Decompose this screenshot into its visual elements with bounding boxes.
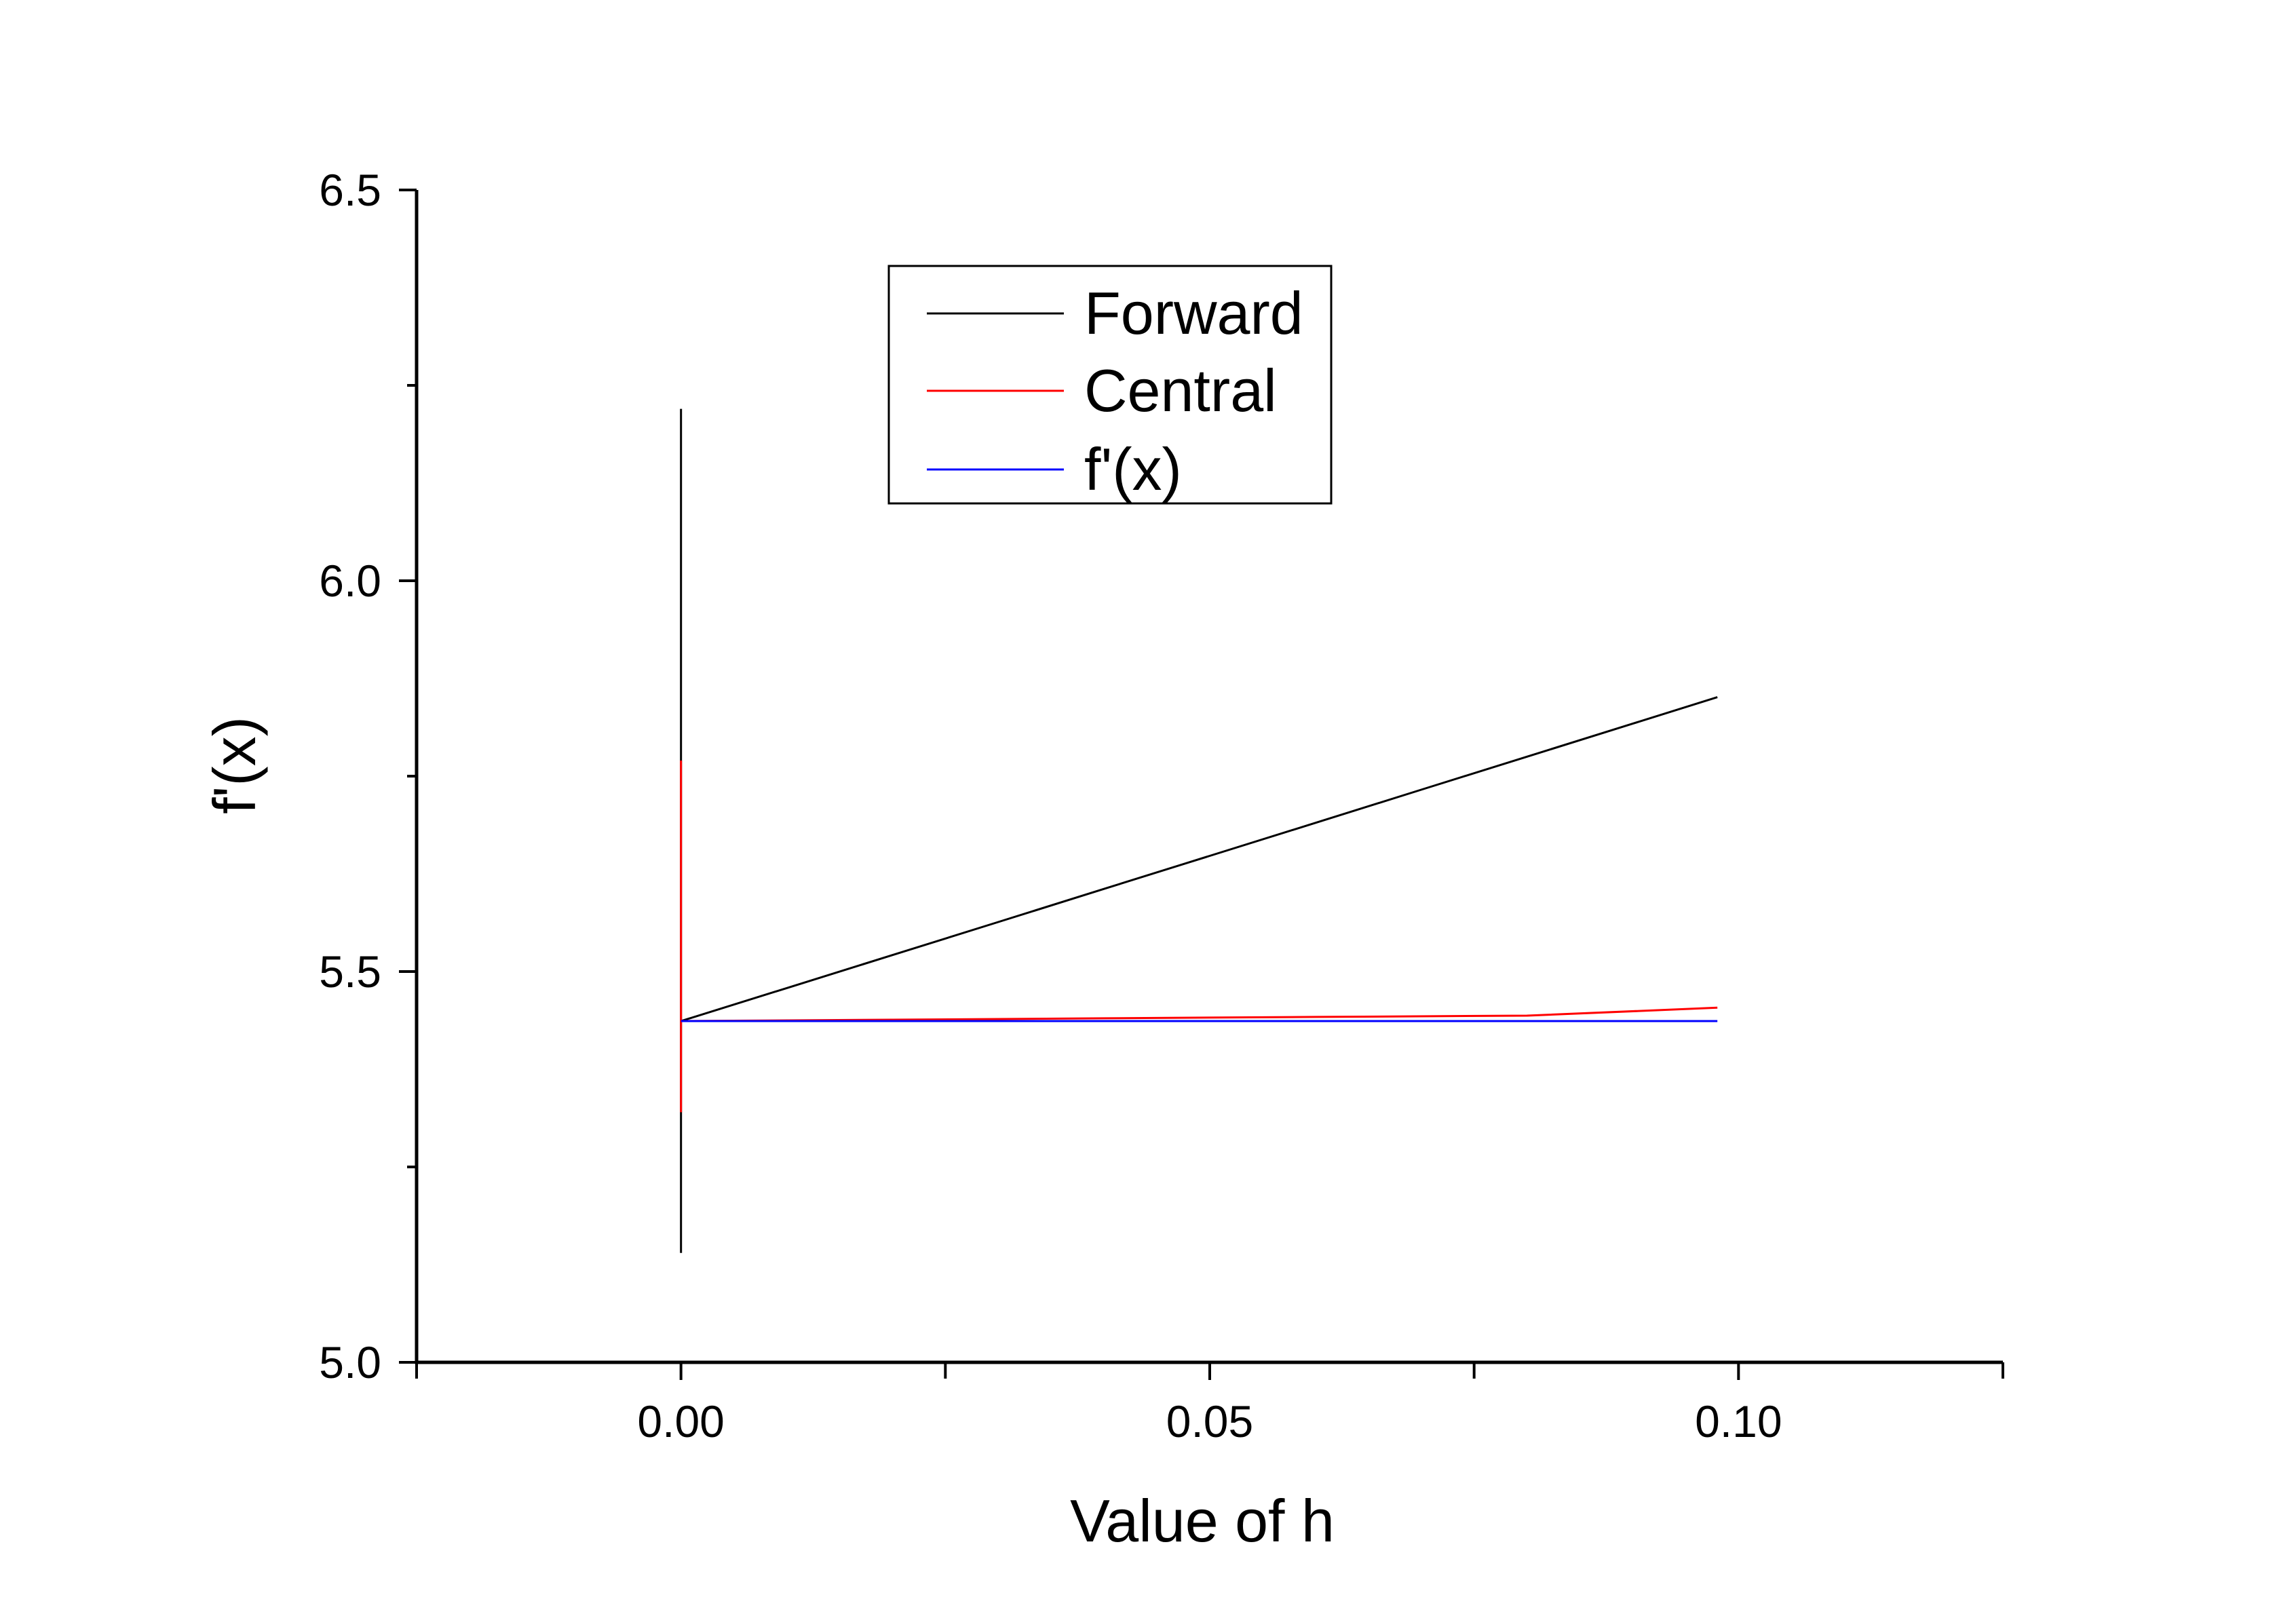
legend-box xyxy=(887,265,1333,505)
series-line-central xyxy=(680,761,1718,1113)
y-tick-label: 6.5 xyxy=(319,165,381,215)
series-lines xyxy=(680,408,1718,1253)
tick-labels: 0.00 0.05 0.10 5.0 5.5 6.0 6.5 xyxy=(319,165,1782,1446)
y-axis-title: f'(x) xyxy=(201,716,268,814)
x-tick-label: 0.05 xyxy=(1166,1396,1253,1446)
x-tick-label: 0.10 xyxy=(1695,1396,1782,1446)
y-tick-label: 5.5 xyxy=(319,946,381,997)
legend-label-central: Central xyxy=(1084,357,1277,424)
legend-label-fprime: f'(x) xyxy=(1084,436,1182,503)
legend: Forward Central f'(x) xyxy=(887,265,1333,505)
x-tick-label: 0.00 xyxy=(637,1396,724,1446)
x-axis-title: Value of h xyxy=(1070,1487,1335,1554)
legend-label-forward: Forward xyxy=(1084,280,1303,347)
y-tick-label: 5.0 xyxy=(319,1337,381,1387)
y-tick-label: 6.0 xyxy=(319,556,381,606)
ticks xyxy=(399,189,2004,1380)
